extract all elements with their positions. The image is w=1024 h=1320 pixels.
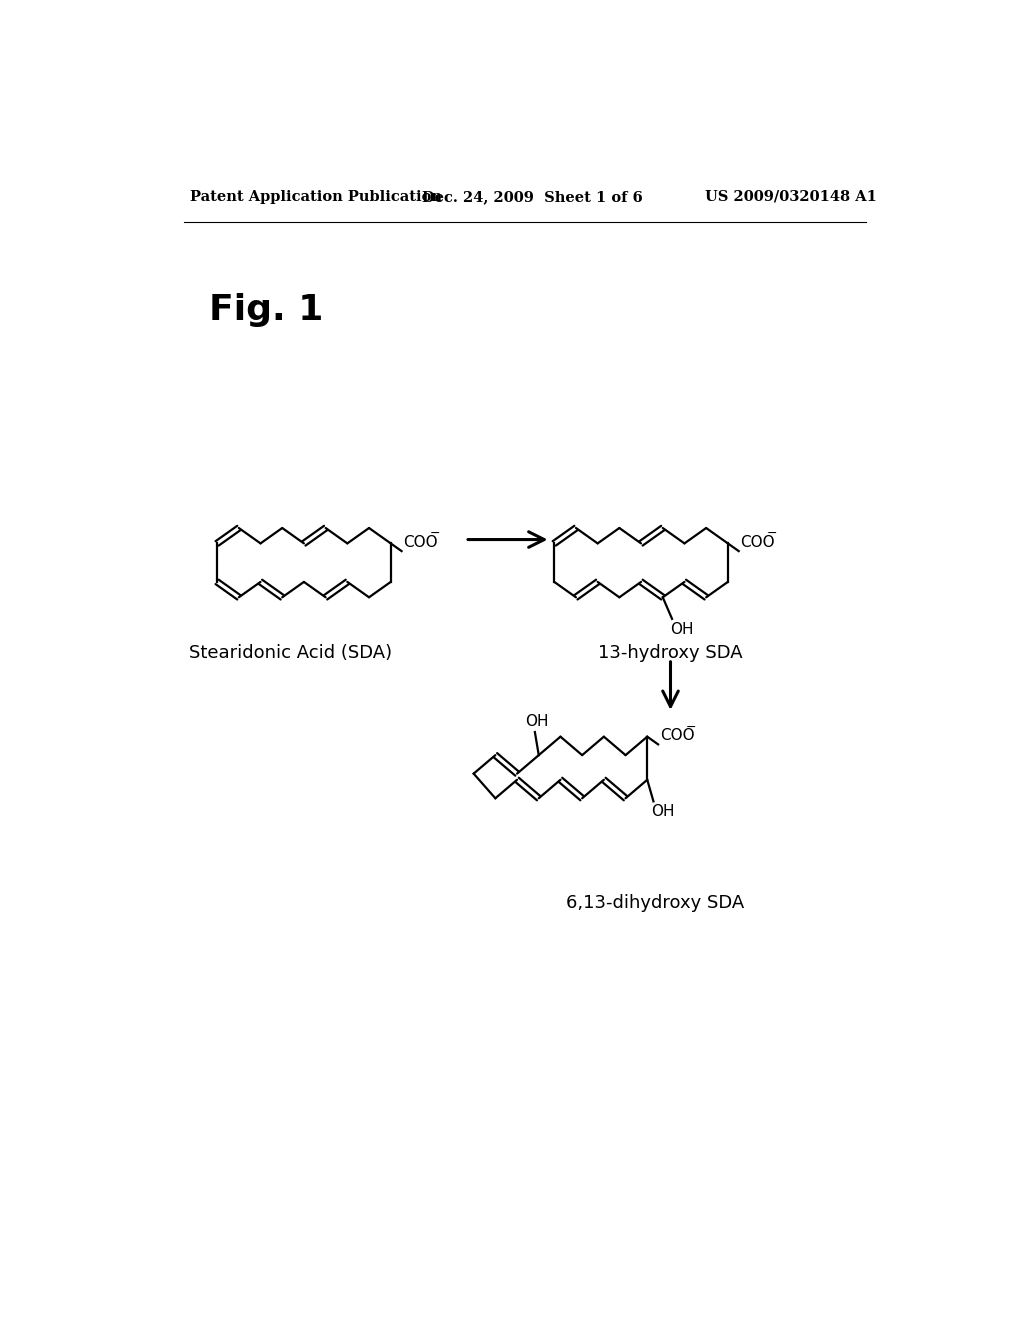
Text: US 2009/0320148 A1: US 2009/0320148 A1 xyxy=(706,190,878,203)
Text: COO: COO xyxy=(740,535,775,549)
Text: OH: OH xyxy=(651,804,675,820)
Text: OH: OH xyxy=(524,714,548,729)
Text: Dec. 24, 2009  Sheet 1 of 6: Dec. 24, 2009 Sheet 1 of 6 xyxy=(423,190,643,203)
Text: −: − xyxy=(429,527,440,540)
Text: −: − xyxy=(686,721,696,734)
Text: Stearidonic Acid (SDA): Stearidonic Acid (SDA) xyxy=(189,644,392,661)
Text: Fig. 1: Fig. 1 xyxy=(209,293,324,327)
Text: −: − xyxy=(767,527,777,540)
Text: Patent Application Publication: Patent Application Publication xyxy=(190,190,442,203)
Text: COO: COO xyxy=(403,535,437,549)
Text: COO: COO xyxy=(659,727,694,743)
Text: OH: OH xyxy=(671,622,694,638)
Text: 6,13-dihydroxy SDA: 6,13-dihydroxy SDA xyxy=(566,894,744,912)
Text: 13-hydroxy SDA: 13-hydroxy SDA xyxy=(598,644,742,661)
